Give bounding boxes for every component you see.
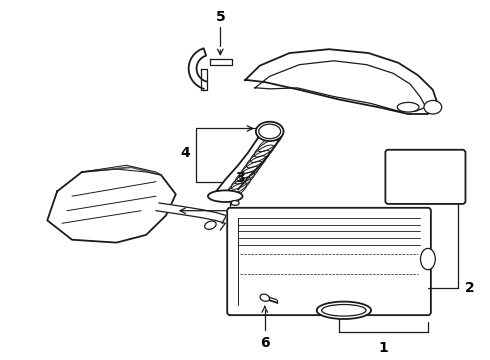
Polygon shape — [189, 48, 206, 89]
Polygon shape — [82, 165, 161, 175]
Ellipse shape — [317, 302, 371, 319]
Ellipse shape — [397, 102, 419, 112]
Ellipse shape — [420, 248, 435, 270]
Text: 6: 6 — [260, 336, 270, 350]
Polygon shape — [210, 59, 232, 65]
Polygon shape — [201, 68, 207, 90]
Text: 4: 4 — [181, 146, 191, 160]
Text: 2: 2 — [465, 281, 474, 295]
Ellipse shape — [321, 305, 366, 316]
Ellipse shape — [256, 122, 284, 141]
FancyBboxPatch shape — [386, 150, 465, 204]
Ellipse shape — [208, 190, 243, 202]
Text: 5: 5 — [216, 10, 225, 24]
Polygon shape — [215, 136, 282, 192]
Text: 3: 3 — [235, 171, 245, 185]
Ellipse shape — [231, 201, 239, 205]
Ellipse shape — [424, 100, 442, 114]
Polygon shape — [245, 49, 438, 114]
Ellipse shape — [260, 294, 270, 301]
Polygon shape — [156, 203, 226, 230]
FancyBboxPatch shape — [227, 208, 431, 315]
Ellipse shape — [205, 221, 216, 229]
Ellipse shape — [259, 124, 281, 139]
Text: 1: 1 — [379, 341, 388, 355]
Polygon shape — [47, 167, 176, 243]
